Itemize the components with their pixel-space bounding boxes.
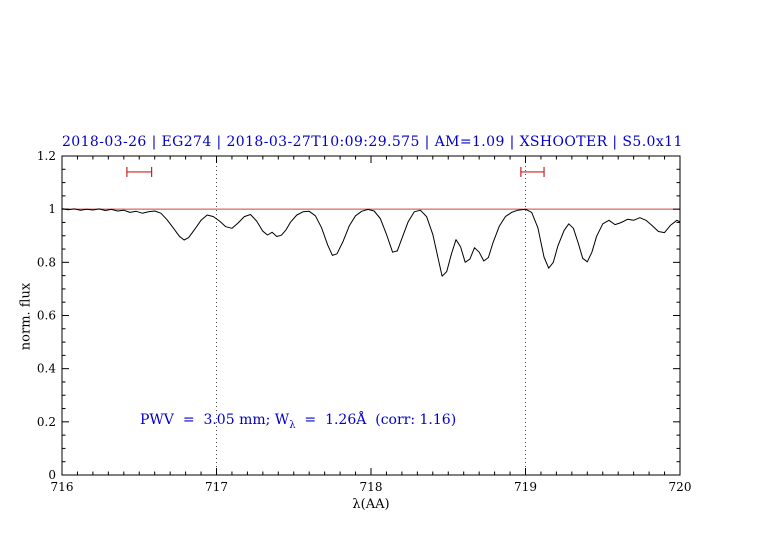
annotation-lambda-subscript: λ: [289, 419, 296, 431]
plot-title: 2018-03-26 | EG274 | 2018-03-27T10:09:29…: [62, 134, 683, 150]
x-axis-label: λ(AA): [352, 497, 390, 512]
pwv-annotation: PWV = 3.05 mm; Wλ = 1.26Å (corr: 1.16): [140, 412, 456, 431]
x-tick-label: 716: [51, 480, 74, 494]
x-tick-label: 720: [669, 480, 692, 494]
plot-frame: [61, 155, 681, 476]
x-tick-label: 717: [205, 480, 228, 494]
x-tick-label: 719: [514, 480, 537, 494]
y-tick-label: 0.8: [37, 255, 56, 269]
y-tick-label: 0.4: [37, 362, 56, 376]
annotation-text-pre: PWV = 3.05 mm; W: [140, 412, 290, 428]
y-tick-label: 0: [48, 468, 56, 482]
annotation-text-post: = 1.26Å (corr: 1.16): [295, 412, 457, 428]
y-tick-label: 1.2: [37, 149, 56, 163]
y-tick-label: 0.6: [37, 309, 56, 323]
x-tick-label: 718: [360, 480, 383, 494]
y-tick-label: 1: [48, 202, 56, 216]
spectrum-line: [61, 208, 681, 277]
y-tick-label: 0.2: [37, 415, 56, 429]
